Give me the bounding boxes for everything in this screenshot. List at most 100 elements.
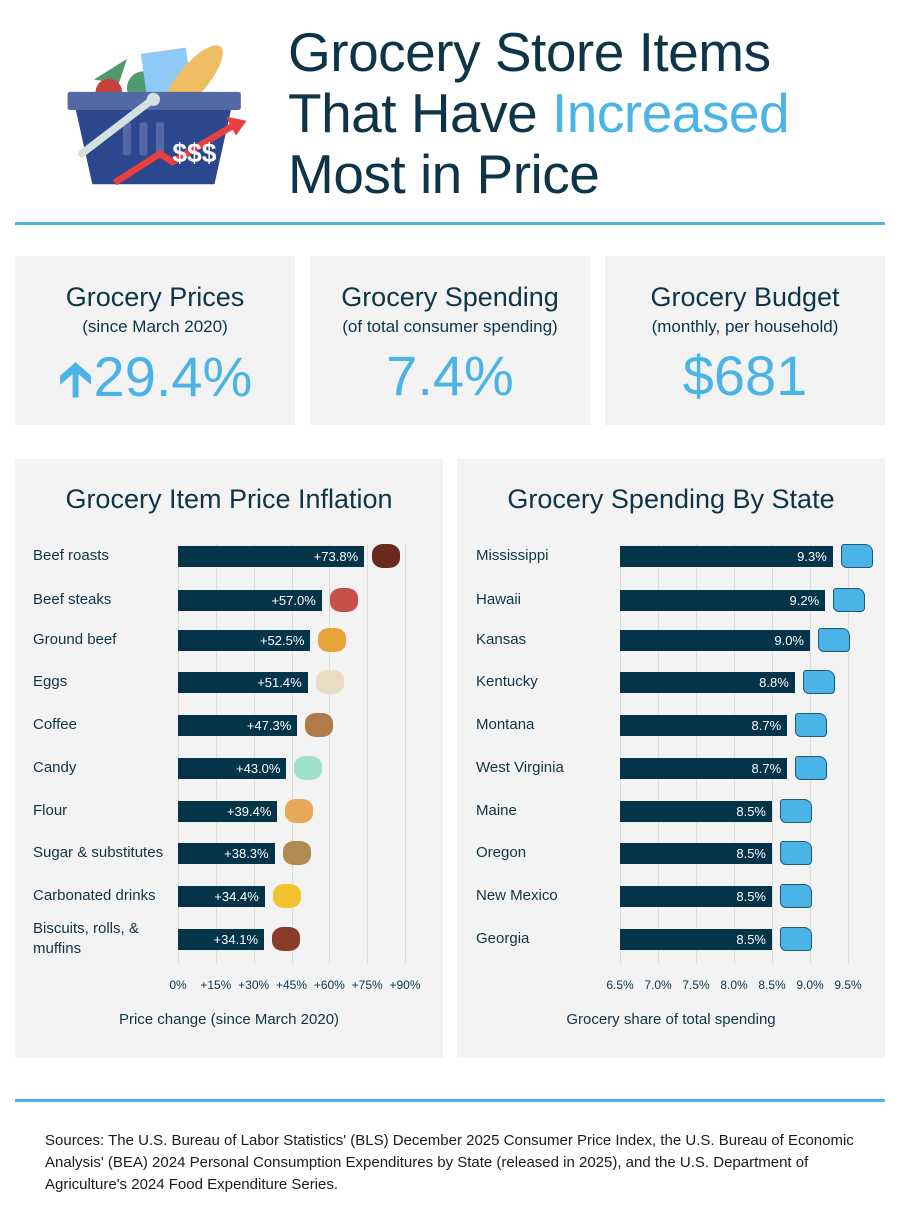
state-shape-icon — [780, 841, 812, 865]
category-label: Beef steaks — [33, 591, 112, 608]
x-tick-label: 6.5% — [606, 978, 634, 992]
x-tick-label: +75% — [351, 978, 383, 992]
bar-oregon: 8.5% — [620, 843, 772, 864]
sugar-sack-icon — [282, 841, 311, 865]
bar-biscuits-rolls-muffins: +34.1% — [178, 929, 264, 950]
bar-coffee: +47.3% — [178, 715, 298, 736]
title-line-2: That Have — [288, 82, 553, 144]
state-shape-icon — [780, 799, 812, 823]
category-label: Kansas — [476, 631, 527, 648]
eggs-icon — [315, 670, 344, 694]
state-shape-icon — [780, 927, 812, 951]
coffee-icon — [305, 713, 334, 737]
category-label: Kentucky — [476, 673, 538, 690]
state-shape-icon — [795, 756, 828, 780]
x-tick-label: +45% — [275, 978, 308, 992]
category-label: Ground beef — [33, 631, 117, 648]
bar-beef-roasts: +73.8% — [178, 546, 365, 567]
stat-card-grocery-prices: Grocery Prices (since March 2020) 🡱29.4% — [15, 256, 295, 425]
bar-candy: +43.0% — [178, 758, 287, 779]
category-label: Hawaii — [476, 591, 522, 608]
stat-subtitle: (since March 2020) — [82, 317, 228, 336]
bar-beef-steaks: +57.0% — [178, 590, 322, 611]
state-shape-icon — [802, 670, 835, 694]
category-label: Oregon — [476, 844, 527, 861]
state-shape-icon — [840, 544, 873, 568]
category-label: Mississippi — [476, 547, 549, 564]
x-tick-label: 9.0% — [796, 978, 824, 992]
bar-hawaii: 9.2% — [620, 590, 826, 611]
grocery-basket-logo: $$$ — [60, 30, 260, 195]
gridline — [620, 544, 621, 964]
gridline — [772, 544, 773, 964]
category-label: Maine — [476, 802, 517, 819]
title-highlight: Increased — [552, 82, 790, 144]
stat-card-grocery-budget: Grocery Budget (monthly, per household) … — [605, 256, 885, 425]
svg-text:$$$: $$$ — [172, 138, 216, 168]
bar-west-virginia: 8.7% — [620, 758, 788, 779]
stat-value: 29.4% — [93, 345, 253, 408]
bar-eggs: +51.4% — [178, 672, 308, 693]
bar-maine: 8.5% — [620, 801, 772, 822]
divider-bottom — [15, 1099, 885, 1102]
bar-kansas: 9.0% — [620, 630, 810, 651]
price-inflation-chart: Grocery Item Price Inflation Price chang… — [15, 459, 443, 1058]
category-label: Eggs — [33, 673, 68, 690]
bar-flour: +39.4% — [178, 801, 278, 822]
gridline — [405, 544, 406, 964]
title-line-1: Grocery Store Items — [288, 21, 771, 83]
stat-value-wrap: 🡱29.4% — [15, 343, 295, 428]
x-tick-label: +60% — [313, 978, 345, 992]
category-label: Coffee — [33, 716, 77, 733]
x-tick-label: 7.5% — [682, 978, 710, 992]
candy-icon — [294, 756, 323, 780]
soda-can-icon — [272, 884, 301, 908]
x-tick-label: +90% — [389, 978, 421, 992]
state-shape-icon — [818, 628, 850, 652]
arrow-up-icon: 🡱 — [57, 351, 94, 407]
beef-roast-icon — [372, 544, 401, 568]
stat-value: 7.4% — [386, 344, 514, 407]
x-tick-label: 8.0% — [720, 978, 748, 992]
gridline — [734, 544, 735, 964]
flour-icon — [285, 799, 314, 823]
bar-georgia: 8.5% — [620, 929, 772, 950]
bar-ground-beef: +52.5% — [178, 630, 311, 651]
gridline — [696, 544, 697, 964]
x-axis-title: Grocery share of total spending — [566, 1011, 776, 1028]
category-label: Biscuits, rolls, & muffins — [33, 920, 139, 957]
bar-new-mexico: 8.5% — [620, 886, 772, 907]
basket-icon: $$$ — [67, 45, 247, 186]
state-shape-icon — [833, 588, 866, 612]
steak-icon — [329, 588, 358, 612]
chart-title: Grocery Item Price Inflation — [65, 484, 393, 514]
bar-kentucky: 8.8% — [620, 672, 795, 693]
bar-sugar-substitutes: +38.3% — [178, 843, 275, 864]
gridline — [367, 544, 369, 964]
x-tick-label: 7.0% — [644, 978, 672, 992]
stat-subtitle: (monthly, per household) — [651, 317, 839, 336]
stat-heading: Grocery Spending — [341, 282, 559, 312]
category-label: Sugar & substitutes — [33, 844, 164, 861]
state-spending-chart: Grocery Spending By State Grocery share … — [457, 459, 885, 1058]
page-title: Grocery Store Items That Have Increased … — [288, 21, 790, 205]
divider-top — [15, 222, 885, 225]
burger-icon — [318, 628, 347, 652]
x-tick-label: +15% — [200, 978, 232, 992]
stat-value: $681 — [682, 344, 808, 407]
stat-card-grocery-spending: Grocery Spending (of total consumer spen… — [310, 256, 590, 425]
bar-montana: 8.7% — [620, 715, 788, 736]
category-label: Carbonated drinks — [33, 887, 156, 904]
x-tick-label: 9.5% — [834, 978, 862, 992]
state-shape-icon — [795, 713, 828, 737]
stat-subtitle: (of total consumer spending) — [342, 317, 558, 336]
bar-mississippi: 9.3% — [620, 546, 833, 567]
category-label: West Virginia — [476, 759, 564, 776]
x-tick-label: 0% — [169, 978, 187, 992]
stat-heading: Grocery Prices — [65, 282, 245, 312]
title-line-3: Most in Price — [288, 143, 600, 205]
gridline — [291, 544, 293, 964]
chart-title: Grocery Spending By State — [507, 484, 835, 514]
x-axis-title: Price change (since March 2020) — [118, 1011, 340, 1028]
category-label: Beef roasts — [33, 547, 109, 564]
